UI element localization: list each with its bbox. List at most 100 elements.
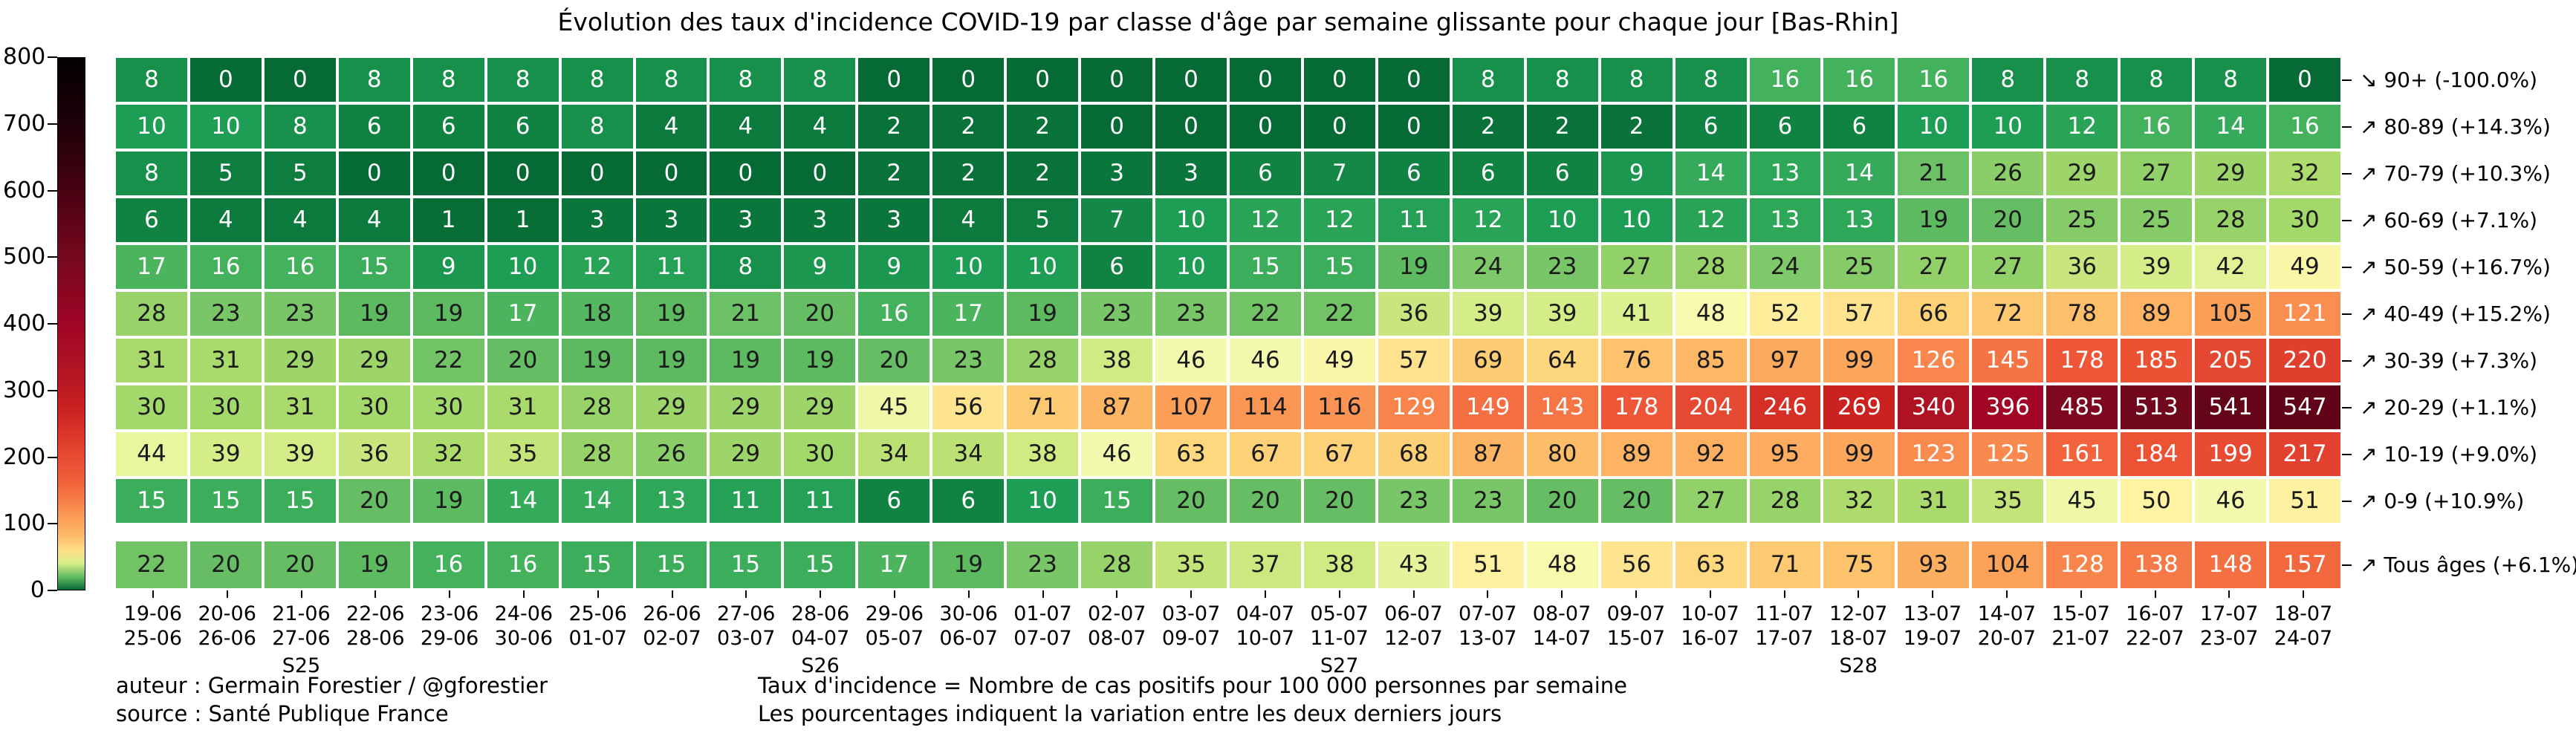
heatmap-cell: 28 (116, 292, 187, 336)
heatmap-cell: 10 (487, 245, 559, 289)
heatmap-cell: 56 (1600, 541, 1673, 588)
heatmap-cell: 149 (1452, 385, 1524, 429)
heatmap-cell: 23 (1081, 292, 1153, 336)
heatmap-cell: 44 (116, 432, 187, 476)
heatmap-cell: 3 (784, 198, 856, 242)
heatmap-cell: 20 (338, 479, 410, 523)
x-label-start-date: 22-06 (346, 602, 405, 625)
heatmap-cell: 19 (784, 339, 856, 382)
heatmap-cell: 2 (1007, 152, 1079, 195)
heatmap-cell: 30 (116, 385, 187, 429)
week-label: S25 (282, 654, 321, 677)
x-axis-tick (2005, 590, 2008, 598)
x-label-end-date: 20-07 (1977, 627, 2037, 650)
source-credit: source : Santé Publique France (116, 701, 449, 726)
heatmap-cell: 143 (1526, 385, 1598, 429)
heatmap-cell: 23 (1526, 245, 1598, 289)
heatmap-cell: 10 (1898, 105, 1970, 149)
heatmap-cell: 6 (1526, 152, 1598, 195)
heatmap-cell: 13 (1823, 198, 1895, 242)
age-row-label: ↗ 40-49 (+15.2%) (2360, 301, 2551, 326)
heatmap-cell: 19 (1007, 292, 1079, 336)
heatmap-cell: 0 (1303, 58, 1375, 102)
x-label-start-date: 12-07 (1829, 602, 1888, 625)
x-axis-tick (1858, 590, 1860, 598)
heatmap-cell: 11 (635, 245, 707, 289)
heatmap-cell: 7 (1081, 198, 1153, 242)
heatmap-cell: 49 (2269, 245, 2340, 289)
heatmap-cell: 0 (635, 152, 707, 195)
heatmap-cell: 4 (338, 198, 410, 242)
heatmap-grid: 8 0 0 8 8 8 8 8 8 8 0 0 0 0 0 0 0 0 8 8 8 8 16 16 16 8 8 8 8 0 10 10 8 6 6… (116, 58, 2340, 523)
heatmap-cell: 89 (1600, 432, 1673, 476)
heatmap-cell: 45 (858, 385, 930, 429)
heatmap-cell: 15 (338, 245, 410, 289)
heatmap-cell: 34 (932, 432, 1005, 476)
x-label-end-date: 02-07 (643, 627, 701, 650)
heatmap-cell: 8 (1452, 58, 1524, 102)
heatmap-cell: 16 (1749, 58, 1821, 102)
heatmap-cell: 0 (1378, 58, 1450, 102)
heatmap-cell: 43 (1378, 541, 1450, 588)
heatmap-cell: 547 (2269, 385, 2340, 429)
heatmap-cell: 12 (1303, 198, 1375, 242)
heatmap-cell: 4 (264, 198, 336, 242)
heatmap-cell: 23 (1452, 479, 1524, 523)
x-label-start-date: 03-07 (1161, 602, 1221, 625)
heatmap-cell: 0 (561, 152, 633, 195)
week-label: S26 (801, 654, 840, 677)
heatmap-cell: 12 (1675, 198, 1747, 242)
x-label: 14-07 20-07 (1970, 602, 2044, 678)
heatmap-cell: 121 (2269, 292, 2340, 336)
heatmap-cell: 24 (1452, 245, 1524, 289)
heatmap-cell: 104 (1972, 541, 2044, 588)
heatmap-cell: 0 (784, 152, 856, 195)
heatmap-cell: 217 (2269, 432, 2340, 476)
heatmap-cell: 80 (1526, 432, 1598, 476)
x-label-start-date: 16-07 (2126, 602, 2184, 625)
heatmap-cell: 10 (1007, 245, 1079, 289)
heatmap-cell: 8 (338, 58, 410, 102)
heatmap-cell: 28 (2195, 198, 2267, 242)
x-label: 17-07 23-07 (2192, 602, 2266, 678)
heatmap-cell: 10 (1526, 198, 1598, 242)
heatmap-cell: 8 (412, 58, 484, 102)
x-label-start-date: 14-07 (1977, 602, 2037, 625)
heatmap-cell: 4 (635, 105, 707, 149)
x-label-end-date: 11-07 (1310, 627, 1369, 650)
heatmap-cell: 20 (1230, 479, 1301, 523)
x-label-start-date: 28-06 (791, 602, 850, 625)
week-label: S28 (1839, 654, 1878, 677)
heatmap-cell: 25 (2046, 198, 2118, 242)
heatmap-cell: 2 (1526, 105, 1598, 149)
heatmap-cell: 38 (1007, 432, 1079, 476)
x-label: 09-07 15-07 (1599, 602, 1673, 678)
heatmap-cell: 126 (1898, 339, 1970, 382)
heatmap-cell: 3 (858, 198, 930, 242)
x-label-end-date: 03-07 (717, 627, 776, 650)
heatmap-cell: 75 (1823, 541, 1895, 588)
heatmap-cell: 20 (189, 541, 262, 588)
heatmap-cell: 32 (2269, 152, 2340, 195)
heatmap-cell: 8 (116, 152, 187, 195)
heatmap-cell: 6 (1230, 152, 1301, 195)
x-label: 28-06 04-07 S26 (783, 602, 857, 678)
x-label: 11-07 17-07 (1748, 602, 1822, 678)
heatmap-cell: 125 (1972, 432, 2044, 476)
x-label-start-date: 05-07 (1310, 602, 1369, 625)
x-axis-tick (745, 590, 747, 598)
heatmap-cell: 10 (116, 105, 187, 149)
heatmap-cell: 15 (710, 541, 782, 588)
x-label: 22-06 28-06 (338, 602, 412, 678)
colorbar-tick (48, 456, 57, 458)
heatmap-cell: 14 (487, 479, 559, 523)
y-axis-tick (2342, 266, 2352, 268)
age-row-label: ↗ 60-69 (+7.1%) (2360, 207, 2538, 232)
heatmap-cell: 6 (412, 105, 484, 149)
heatmap-cell: 0 (1230, 105, 1301, 149)
heatmap-cell: 19 (932, 541, 1005, 588)
x-label-end-date: 22-07 (2126, 627, 2184, 650)
x-label-start-date: 27-06 (717, 602, 776, 625)
heatmap-cell: 15 (1230, 245, 1301, 289)
heatmap-cell: 0 (2269, 58, 2340, 102)
